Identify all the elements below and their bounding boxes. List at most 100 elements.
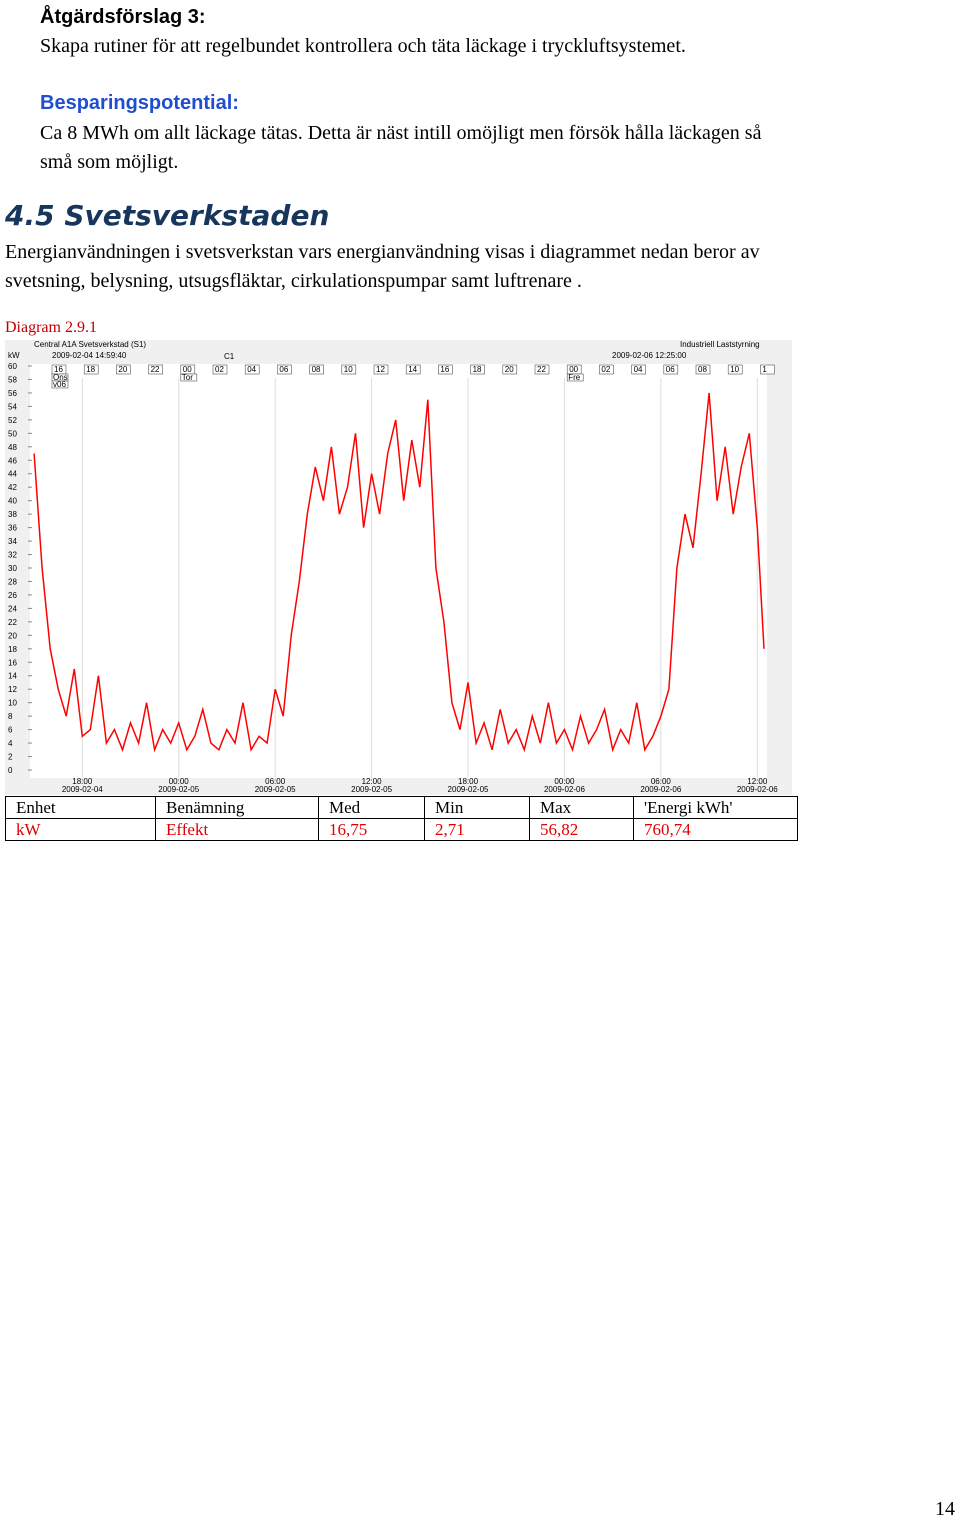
hour-mark: 16: [54, 365, 63, 374]
y-tick-label: 10: [8, 699, 17, 708]
y-tick-label: 28: [8, 577, 17, 586]
plot-area: [30, 364, 767, 778]
hour-box: [727, 364, 743, 375]
day-box: [51, 380, 69, 389]
x-tick-label: 2009-02-05: [448, 785, 489, 794]
table-cell: Benämning: [155, 796, 319, 819]
table-cell: 16,75: [318, 818, 425, 841]
hour-mark: 18: [86, 365, 95, 374]
day-mark: v06: [53, 380, 66, 389]
hour-mark: 08: [312, 365, 321, 374]
y-tick-label: 24: [8, 604, 17, 613]
hour-box: [695, 364, 711, 375]
x-tick-label: 2009-02-05: [351, 785, 392, 794]
table-cell: Effekt: [155, 818, 319, 841]
day-box: [566, 373, 584, 382]
table-cell: 2,71: [424, 818, 530, 841]
y-tick-label: 50: [8, 429, 17, 438]
x-tick-label: 12:00: [747, 777, 768, 786]
y-tick-label: 54: [8, 402, 17, 411]
paragraph: Energianvändningen i svetsverkstan vars …: [5, 241, 760, 263]
hour-box: [599, 364, 614, 375]
y-tick-label: 26: [8, 591, 17, 600]
y-tick-label: 30: [8, 564, 17, 573]
x-tick-label: 12:00: [362, 777, 383, 786]
x-tick-label: 00:00: [554, 777, 575, 786]
hour-mark: 00: [183, 365, 192, 374]
y-tick-label: 8: [8, 712, 13, 721]
y-tick-label: 18: [8, 645, 17, 654]
y-tick-label: 44: [8, 470, 17, 479]
hour-mark: 1: [762, 365, 767, 374]
hour-mark: 02: [215, 365, 224, 374]
hour-mark: 10: [730, 365, 739, 374]
day-mark: Tor: [182, 373, 193, 382]
subheading: Besparingspotential:: [40, 92, 239, 114]
day-mark: Ons: [53, 373, 68, 382]
paragraph: Skapa rutiner för att regelbundet kontro…: [40, 35, 686, 57]
y-tick-label: 46: [8, 456, 17, 465]
y-tick-label: 16: [8, 658, 17, 667]
hour-mark: 22: [537, 365, 546, 374]
y-label: kW: [8, 351, 20, 360]
hour-box: [534, 364, 550, 375]
hour-mark: 20: [505, 365, 514, 374]
x-tick-label: 00:00: [169, 777, 190, 786]
y-tick-label: 2: [8, 753, 13, 762]
hour-box: [438, 364, 453, 375]
section-title: 4.5 Svetsverkstaden: [5, 199, 330, 232]
table-cell: Enhet: [5, 796, 156, 819]
hour-box: [470, 364, 485, 375]
chart: Central A1A Svetsverkstad (S1) Industrie…: [5, 340, 792, 795]
x-tick-label: 2009-02-05: [158, 785, 199, 794]
y-tick-label: 20: [8, 631, 17, 640]
x-tick-label: 18:00: [458, 777, 479, 786]
hour-box: [502, 364, 518, 375]
y-tick-label: 56: [8, 389, 17, 398]
table-cell: Med: [318, 796, 425, 819]
y-tick-label: 22: [8, 618, 17, 627]
hour-box: [760, 364, 775, 375]
hour-mark: 08: [698, 365, 707, 374]
hour-mark: 04: [634, 365, 643, 374]
paragraph: Ca 8 MWh om allt läckage tätas. Detta är…: [40, 122, 762, 144]
y-tick-label: 38: [8, 510, 17, 519]
table-cell: Min: [424, 796, 530, 819]
paragraph: små som möjligt.: [40, 151, 179, 173]
hour-mark: 04: [247, 365, 256, 374]
y-tick-label: 58: [8, 375, 17, 384]
hour-box: [212, 364, 228, 375]
x-tick-label: 2009-02-05: [255, 785, 296, 794]
heading: Åtgärdsförslag 3:: [40, 6, 206, 28]
y-tick-label: 32: [8, 551, 17, 560]
hour-mark: 10: [344, 365, 353, 374]
table-cell: 760,74: [633, 818, 798, 841]
y-tick-label: 52: [8, 416, 17, 425]
table-cell: Max: [529, 796, 634, 819]
table-cell: 'Energi kWh': [633, 796, 798, 819]
x-tick-label: 2009-02-06: [544, 785, 585, 794]
table-header: Enhet Benämning Med Min Max 'Energi kWh': [5, 796, 798, 819]
x-tick-label: 2009-02-04: [62, 785, 103, 794]
x-tick-label: 06:00: [265, 777, 286, 786]
hour-mark: 14: [408, 365, 417, 374]
y-tick-label: 0: [8, 766, 13, 775]
table-cell: 56,82: [529, 818, 634, 841]
hour-mark: 06: [279, 365, 288, 374]
hour-box: [373, 364, 389, 375]
hour-mark: 22: [151, 365, 160, 374]
y-tick-label: 4: [8, 739, 13, 748]
day-mark: Fre: [568, 373, 581, 382]
hour-mark: 16: [440, 365, 449, 374]
hour-box: [277, 364, 292, 375]
end-time: 2009-02-06 12:25:00: [612, 351, 687, 360]
y-tick-label: 12: [8, 685, 17, 694]
y-tick-label: 60: [8, 362, 17, 371]
paragraph: svetsning, belysning, utsugsfläktar, cir…: [5, 270, 582, 292]
table: Enhet Benämning Med Min Max 'Energi kWh' kW Ef…: [5, 796, 798, 841]
hour-box: [309, 364, 324, 375]
hour-box: [341, 364, 357, 375]
hour-box: [116, 364, 131, 375]
hour-box: [244, 364, 260, 375]
y-tick-label: 36: [8, 524, 17, 533]
